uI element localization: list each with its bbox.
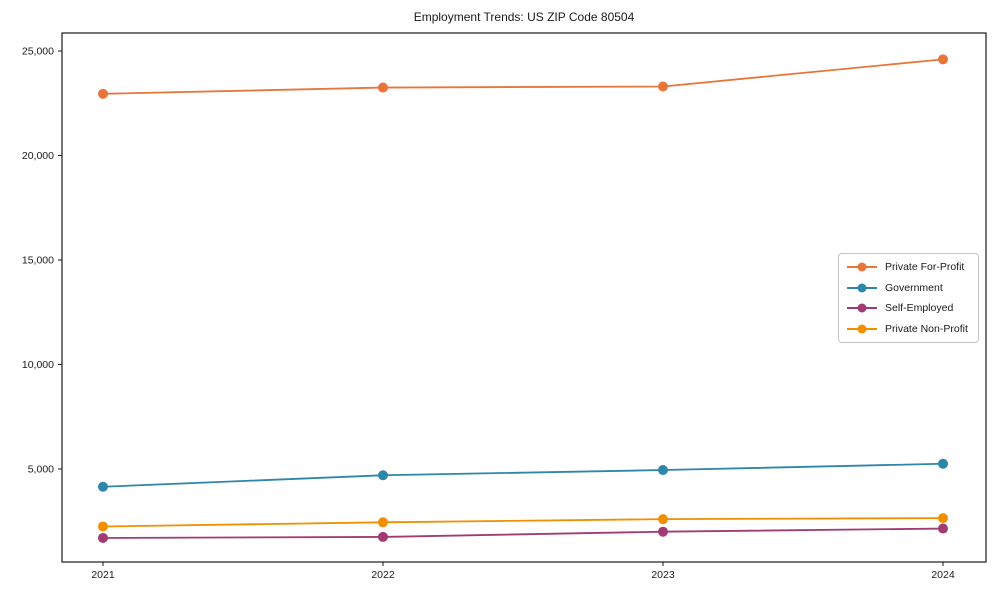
data-point (658, 465, 668, 476)
legend-marker (847, 303, 877, 314)
data-point (658, 81, 668, 92)
series-line-private-for-profit (102, 58, 944, 95)
data-point (378, 82, 388, 93)
legend-label: Private For-Profit (885, 261, 965, 273)
data-point (938, 54, 948, 65)
data-point (658, 526, 668, 537)
y-tick-label: 25,000 (22, 45, 54, 57)
x-tick-label: 2022 (371, 569, 395, 581)
axes-frame (61, 32, 987, 563)
legend-marker (847, 262, 877, 273)
data-point (378, 517, 388, 528)
legend-marker (847, 323, 877, 334)
legend-item: Self-Employed (847, 302, 970, 314)
x-tick-label: 2021 (91, 569, 115, 581)
data-point (98, 521, 108, 532)
legend-label: Government (885, 281, 943, 294)
data-point (378, 531, 388, 542)
series-line-self-employed (102, 527, 944, 539)
data-point (98, 88, 108, 99)
data-point (938, 523, 948, 534)
chart-title: Employment Trends: US ZIP Code 80504 (413, 10, 635, 24)
y-tick-label: 20,000 (22, 150, 54, 162)
data-point (378, 470, 388, 481)
data-point (98, 481, 108, 492)
data-point (658, 514, 668, 525)
legend-label: Private Non-Profit (885, 322, 968, 335)
legend-marker (847, 282, 877, 293)
legend-item: Government (847, 282, 970, 294)
y-tick-label: 15,000 (22, 254, 54, 266)
legend: Private For-Profit Government Self-Employe… (838, 253, 979, 343)
data-point (938, 513, 948, 524)
legend-item: Private For-Profit (847, 261, 970, 273)
legend-label: Self-Employed (885, 302, 954, 315)
x-tick-label: 2023 (651, 569, 675, 581)
y-tick-label: 5,000 (28, 463, 54, 475)
data-point (98, 532, 108, 543)
y-tick-label: 10,000 (22, 359, 54, 371)
series-line-private-non-profit (102, 517, 944, 528)
legend-item: Private Non-Profit (847, 323, 970, 335)
x-tick-label: 2024 (931, 569, 955, 581)
data-point (938, 458, 948, 469)
series-line-government (102, 462, 944, 488)
